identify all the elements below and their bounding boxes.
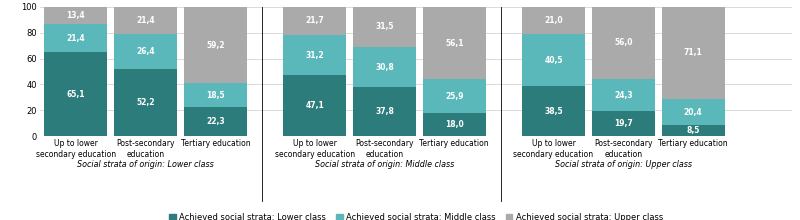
Bar	[44, 7, 107, 24]
Text: 65,1: 65,1	[66, 90, 85, 99]
Text: 56,0: 56,0	[614, 38, 633, 48]
Text: 21,4: 21,4	[66, 33, 85, 42]
Text: 71,1: 71,1	[684, 48, 702, 57]
Bar	[283, 75, 346, 136]
Text: 47,1: 47,1	[306, 101, 324, 110]
Text: 18,5: 18,5	[206, 91, 225, 100]
Text: 31,2: 31,2	[306, 51, 324, 60]
Text: 26,4: 26,4	[136, 47, 155, 56]
Text: 21,4: 21,4	[136, 16, 155, 25]
Text: 24,3: 24,3	[614, 91, 633, 100]
Text: 22,3: 22,3	[206, 117, 225, 126]
Text: Social strata of origin: Middle class: Social strata of origin: Middle class	[315, 160, 454, 169]
Text: 56,1: 56,1	[445, 38, 463, 48]
Bar	[184, 7, 247, 83]
Bar	[114, 34, 177, 69]
Text: 20,4: 20,4	[684, 108, 702, 117]
Text: 25,9: 25,9	[445, 92, 463, 101]
Bar	[662, 125, 725, 136]
Bar	[522, 34, 585, 86]
Bar	[283, 35, 346, 75]
Bar	[114, 7, 177, 34]
Text: 19,7: 19,7	[614, 119, 633, 128]
Bar	[184, 83, 247, 107]
Bar	[44, 52, 107, 136]
Bar	[353, 47, 416, 87]
Bar	[662, 7, 725, 99]
Bar	[422, 7, 486, 79]
Bar	[592, 7, 655, 79]
Text: Social strata of origin: Upper class: Social strata of origin: Upper class	[555, 160, 692, 169]
Text: 59,2: 59,2	[206, 40, 225, 50]
Bar	[283, 7, 346, 35]
Text: 21,7: 21,7	[306, 16, 324, 25]
Bar	[522, 86, 585, 136]
Text: 21,0: 21,0	[544, 16, 563, 25]
Text: 40,5: 40,5	[544, 56, 562, 65]
Text: 38,5: 38,5	[544, 107, 563, 116]
Text: 37,8: 37,8	[375, 107, 394, 116]
Bar	[114, 69, 177, 136]
Text: 8,5: 8,5	[686, 126, 700, 135]
Bar	[353, 87, 416, 136]
Bar	[662, 99, 725, 125]
Text: 31,5: 31,5	[375, 22, 394, 31]
Bar	[422, 79, 486, 113]
Text: Social strata of origin: Lower class: Social strata of origin: Lower class	[77, 160, 214, 169]
Bar	[592, 79, 655, 111]
Bar	[522, 7, 585, 34]
Bar	[422, 113, 486, 136]
Bar	[353, 6, 416, 47]
Bar	[184, 107, 247, 136]
Bar	[44, 24, 107, 52]
Legend: Achieved social strata: Lower class, Achieved social strata: Middle class, Achie: Achieved social strata: Lower class, Ach…	[166, 210, 666, 220]
Text: 13,4: 13,4	[66, 11, 85, 20]
Text: 52,2: 52,2	[136, 98, 155, 107]
Text: 18,0: 18,0	[445, 120, 464, 129]
Text: 30,8: 30,8	[375, 63, 394, 72]
Bar	[592, 111, 655, 136]
